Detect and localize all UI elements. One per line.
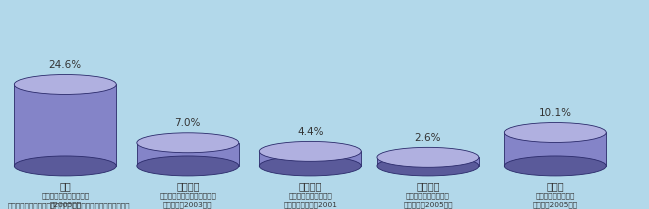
- Text: 7.0%: 7.0%: [175, 119, 201, 129]
- Polygon shape: [137, 143, 239, 166]
- Text: 10.1%: 10.1%: [539, 108, 572, 118]
- Text: 直轄高速道路及び国道
の平均値（2005年）: 直轄高速道路及び国道 の平均値（2005年）: [403, 192, 452, 208]
- Polygon shape: [504, 133, 606, 166]
- Ellipse shape: [377, 156, 479, 176]
- Text: 24.6%: 24.6%: [49, 60, 82, 70]
- Polygon shape: [260, 151, 361, 166]
- Ellipse shape: [14, 74, 116, 94]
- Polygon shape: [14, 84, 116, 166]
- Text: 4.4%: 4.4%: [297, 127, 324, 137]
- Text: アメリカ: アメリカ: [176, 181, 199, 191]
- Text: 日本: 日本: [60, 181, 71, 191]
- Text: フランス: フランス: [416, 181, 439, 191]
- Text: ドイツ: ドイツ: [546, 181, 564, 191]
- Text: イギリス: イギリス: [299, 181, 322, 191]
- Ellipse shape: [137, 133, 239, 153]
- Ellipse shape: [137, 156, 239, 176]
- Text: インターステイトハイウェイ
の平均値（2003年）: インターステイトハイウェイ の平均値（2003年）: [160, 192, 216, 208]
- Ellipse shape: [260, 141, 361, 161]
- Text: 高速幹線道路、一般幹
線国道の平均値（2001
年・イングランド地域）: 高速幹線道路、一般幹 線国道の平均値（2001 年・イングランド地域）: [284, 192, 337, 209]
- Text: （注）　構造物比率＝（橋梁延長＋トンネル延長）／全体延長: （注） 構造物比率＝（橋梁延長＋トンネル延長）／全体延長: [8, 203, 130, 209]
- Ellipse shape: [504, 122, 606, 143]
- Polygon shape: [377, 157, 479, 166]
- Text: 2.6%: 2.6%: [415, 133, 441, 143]
- Text: 連邦アウトバーンの
平均値（2005年）: 連邦アウトバーンの 平均値（2005年）: [533, 192, 578, 208]
- Ellipse shape: [377, 147, 479, 167]
- Ellipse shape: [504, 156, 606, 176]
- Ellipse shape: [14, 156, 116, 176]
- Text: 高速自動車国道の平均値
（2005年）: 高速自動車国道の平均値 （2005年）: [42, 192, 90, 208]
- Ellipse shape: [260, 156, 361, 176]
